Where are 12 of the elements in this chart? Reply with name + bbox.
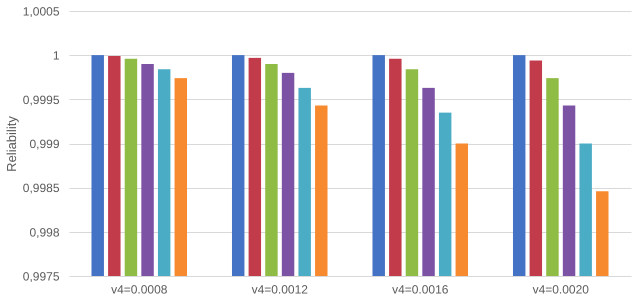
y-tick-label: 0,9995 xyxy=(22,92,60,107)
y-tick-label: 0,9975 xyxy=(22,270,60,284)
x-tick-label: v4=0.0016 xyxy=(392,282,449,296)
x-tick-label: v4=0.0012 xyxy=(252,282,308,296)
y-tick-label: 0,9985 xyxy=(22,181,60,196)
y-axis-title: Reliability xyxy=(4,116,19,172)
y-tick-label: 0,998 xyxy=(29,225,60,240)
x-tick-label: v4=0.0020 xyxy=(532,282,590,296)
x-tick-label: v4=0.0008 xyxy=(111,282,168,296)
y-tick-label: 1,0005 xyxy=(22,4,60,18)
y-tick-label: 0,999 xyxy=(29,137,60,151)
y-tick-label: 1 xyxy=(52,48,60,63)
